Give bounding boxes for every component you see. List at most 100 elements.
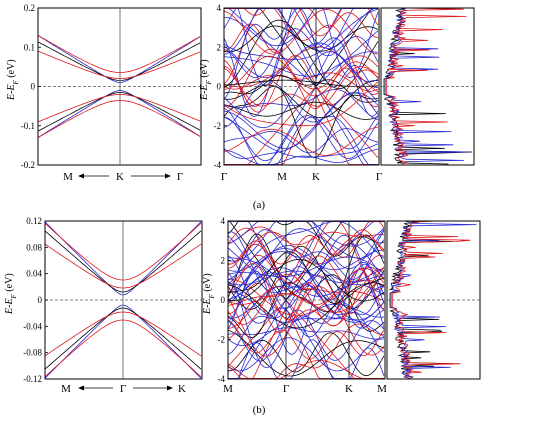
band-line (227, 360, 385, 379)
panel-a-dos-curves (383, 7, 473, 165)
band-line (227, 272, 385, 301)
band-line (227, 248, 385, 272)
kpoint-label: M (277, 171, 287, 183)
dirac-cone-band (37, 50, 201, 79)
band-line (227, 281, 385, 338)
y-tick-label: -2 (214, 121, 222, 131)
kpoint-label: Γ (120, 383, 126, 395)
band-line (223, 28, 379, 79)
panel-a-caption: (a) (253, 199, 266, 211)
kpoint-label: M (377, 383, 387, 395)
band-line (223, 128, 379, 154)
panel-a-band-kpoints: Γ M K Γ (221, 171, 382, 183)
arrow-right-head (167, 385, 173, 391)
kpoint-label: M (223, 383, 233, 395)
dirac-cone-band (37, 34, 201, 73)
band-line (227, 226, 384, 246)
band-line (227, 255, 385, 316)
band-line (223, 8, 378, 55)
band-line (223, 66, 379, 107)
y-tick-label: 0.1 (24, 42, 35, 52)
panel-b-band-plot: 4 2 0 -2 -4 E-EF (eV) M Γ K M (202, 216, 387, 395)
band-line (223, 42, 379, 83)
dirac-cone-band (37, 41, 201, 81)
band-line (223, 88, 379, 121)
dos-curve (384, 7, 468, 165)
band-line (227, 229, 385, 269)
kpoint-label: K (178, 383, 186, 395)
band-line (223, 8, 379, 55)
band-line (227, 329, 385, 377)
band-line (228, 339, 385, 379)
panel-b-zoom-kpoints: M Γ K (61, 383, 186, 395)
band-line (227, 274, 385, 339)
band-line (223, 116, 379, 158)
band-line (227, 286, 385, 357)
y-tick-label: -0.08 (23, 348, 42, 358)
panel-a-band-yticks: 4 2 0 -2 -4 (214, 3, 227, 170)
panel-a-zoom-plot: 0.2 0.1 0 -0.1 -0.2 E-EF (eV) M K Γ (6, 3, 202, 183)
arrow-left-head (78, 173, 84, 179)
band-line (224, 8, 379, 88)
band-line (223, 51, 379, 129)
panel-a-band-ylabel: E-EF (eV) (199, 59, 213, 101)
band-line (223, 115, 379, 162)
y-tick-label: 0 (31, 82, 36, 92)
panel-a-zoom-yticks: 0.2 0.1 0 -0.1 -0.2 (21, 3, 41, 170)
y-tick-label: 2 (221, 256, 226, 266)
y-tick-label: 0.2 (24, 3, 35, 13)
kpoint-label: Γ (221, 171, 227, 183)
kpoint-label: M (61, 383, 71, 395)
panel-b-zoom-ylabel: E-EF (eV) (4, 273, 18, 315)
band-line (223, 126, 379, 156)
band-line (223, 8, 379, 100)
kpoint-label: K (345, 383, 353, 395)
panel-b: 0.12 0.08 0.04 0 -0.04 -0.08 -0.12 E-EF (eV) M… (4, 216, 481, 416)
y-tick-label: 2 (217, 42, 222, 52)
arrow-left-head (78, 385, 84, 391)
dirac-cone-band (37, 94, 201, 123)
dos-curve (386, 7, 467, 165)
dirac-cone-band (37, 92, 201, 132)
band-line (223, 72, 379, 92)
band-line (227, 336, 385, 372)
y-tick-label: 4 (217, 3, 222, 13)
arrow-right-head (165, 173, 171, 179)
band-line (227, 229, 385, 284)
y-tick-label: 0.12 (26, 216, 42, 226)
y-tick-label: 0 (38, 295, 43, 305)
band-line (223, 8, 379, 60)
panel-a-dos-plot (380, 7, 475, 166)
band-line (223, 79, 379, 88)
band-line (223, 65, 379, 110)
y-tick-label: -0.12 (23, 374, 42, 384)
panel-a: 0.2 0.1 0 -0.1 -0.2 E-EF (eV) M K Γ 4 2 0 -2 -4 … (6, 3, 475, 211)
panel-b-dos-plot (386, 220, 481, 380)
kpoint-label: Γ (376, 171, 382, 183)
band-line (223, 149, 379, 165)
y-tick-label: 0 (217, 82, 222, 92)
band-line (227, 251, 385, 304)
panel-a-zoom-ylabel: E-EF (eV) (6, 59, 20, 101)
band-line (223, 80, 379, 119)
panel-a-band-plot: 4 2 0 -2 -4 E-EF (eV) Γ M K Γ (199, 3, 382, 183)
y-tick-label: -0.1 (21, 121, 35, 131)
kpoint-label: Γ (283, 383, 289, 395)
dos-curve (390, 220, 477, 379)
band-line (223, 107, 379, 165)
panel-a-zoom-bands (37, 34, 201, 139)
band-line (227, 231, 385, 265)
panel-b-band-ylabel: E-EF (eV) (202, 273, 216, 315)
band-line (223, 51, 379, 77)
band-line (223, 92, 379, 149)
band-line (227, 221, 385, 278)
band-line (223, 46, 379, 93)
kpoint-label: Γ (177, 171, 183, 183)
panel-b-caption: (b) (253, 404, 266, 416)
band-line (227, 268, 385, 339)
y-tick-label: -4 (214, 160, 222, 170)
band-line (224, 85, 379, 165)
y-tick-label: -0.2 (21, 160, 35, 170)
panel-b-zoom-plot: 0.12 0.08 0.04 0 -0.04 -0.08 -0.12 E-EF (eV) M… (4, 216, 203, 395)
